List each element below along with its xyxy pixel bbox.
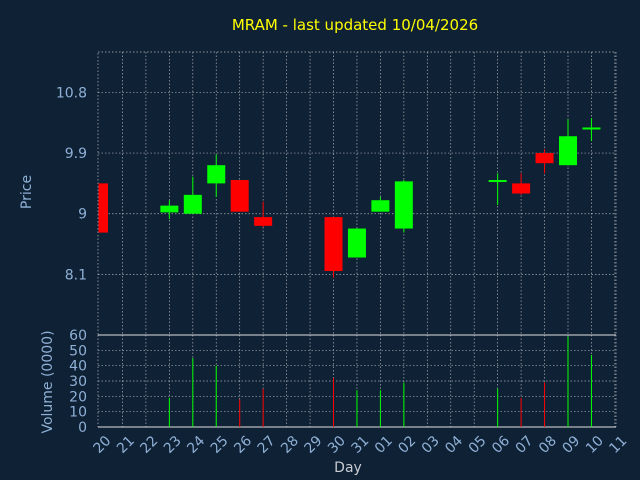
x-tick-label: 21: [114, 433, 138, 457]
volume-tick-label: 20: [69, 389, 87, 405]
x-tick-label: 06: [489, 433, 513, 457]
x-tick-label: 11: [606, 433, 630, 457]
candle-body-30: [324, 217, 343, 271]
price-tick-label: 9: [78, 207, 87, 223]
volume-tick-label: 30: [69, 374, 87, 390]
candle-body-27: [254, 217, 273, 226]
x-tick-label: 28: [278, 433, 302, 457]
candle-body-10: [582, 127, 601, 130]
x-tick-label: 26: [231, 433, 255, 457]
candle-body-07: [512, 183, 531, 194]
chart-title: MRAM - last updated 10/04/2026: [232, 16, 478, 34]
x-tick-label: 03: [419, 433, 443, 457]
volume-tick-label: 60: [69, 328, 87, 344]
x-tick-label: 24: [184, 433, 208, 457]
volume-axis-label: Volume (0000): [40, 330, 56, 433]
volume-tick-label: 10: [69, 405, 87, 421]
candle-body-08: [535, 153, 554, 164]
candle-body-25: [207, 165, 226, 184]
x-tick-label: 29: [302, 433, 326, 457]
x-tick-label: 25: [208, 433, 232, 457]
candle-body-20: [99, 183, 108, 233]
candle-body-09: [559, 136, 577, 166]
x-tick-label: 20: [91, 433, 115, 457]
volume-tick-label: 50: [69, 343, 87, 359]
volume-tick-label: 0: [78, 420, 87, 436]
x-tick-label: 02: [395, 433, 419, 457]
x-tick-label: 01: [372, 433, 396, 457]
candle-body-26: [230, 180, 249, 212]
x-tick-label: 30: [325, 433, 349, 457]
x-tick-label: 05: [466, 433, 490, 457]
x-tick-label: 31: [348, 433, 372, 457]
price-axis-label: Price: [19, 175, 35, 209]
volume-bars: [168, 336, 592, 427]
candle-body-06: [488, 180, 507, 183]
price-tick-label: 8.1: [65, 267, 87, 283]
x-tick-label: 07: [513, 433, 537, 457]
candle-body-24: [183, 194, 202, 214]
candle-body-02: [394, 181, 413, 229]
candles: [98, 118, 601, 278]
x-tick-label: 09: [560, 433, 584, 457]
price-panel-frame: [97, 51, 617, 336]
x-tick-label: 08: [536, 433, 560, 457]
x-tick-label: 10: [583, 433, 607, 457]
x-tick-label: 04: [442, 433, 466, 457]
x-axis-label: Day: [334, 460, 362, 476]
volume-tick-label: 40: [69, 359, 87, 375]
price-tick-label: 10.8: [56, 85, 87, 101]
price-tick-label: 9.9: [65, 146, 87, 162]
x-tick-label: 27: [255, 433, 279, 457]
candle-body-31: [347, 228, 366, 258]
x-tick-label: 22: [137, 433, 161, 457]
candle-body-23: [160, 205, 179, 213]
x-tick-label: 23: [161, 433, 185, 457]
candle-body-01: [371, 200, 390, 212]
